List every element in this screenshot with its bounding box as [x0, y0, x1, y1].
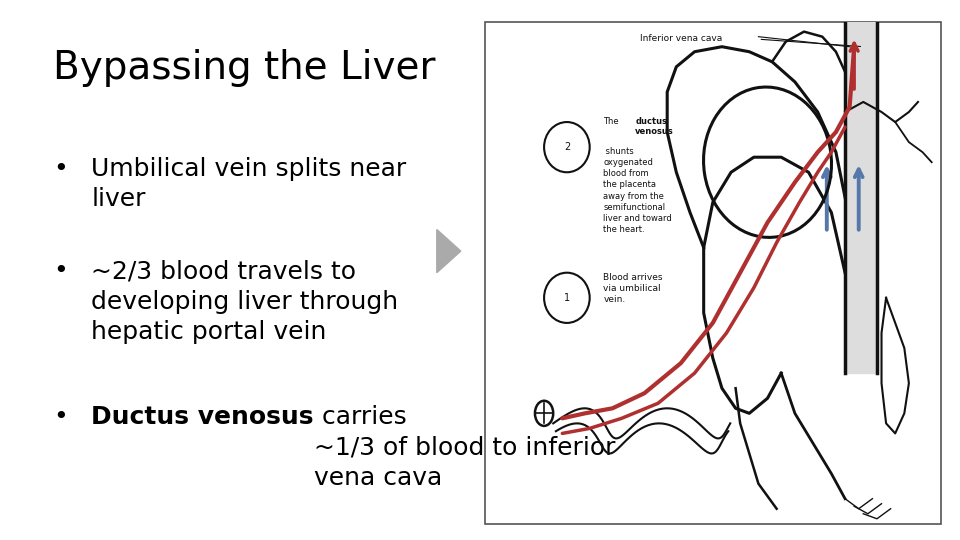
Text: Blood arrives
via umbilical
vein.: Blood arrives via umbilical vein.	[604, 273, 662, 304]
Text: ~2/3 blood travels to
developing liver through
hepatic portal vein: ~2/3 blood travels to developing liver t…	[91, 259, 398, 345]
Circle shape	[544, 273, 589, 323]
Text: ductus
venosus: ductus venosus	[636, 117, 674, 137]
Ellipse shape	[535, 401, 553, 426]
Text: 2: 2	[564, 142, 570, 152]
Text: Umbilical vein splits near
liver: Umbilical vein splits near liver	[91, 157, 406, 211]
Text: Bypassing the Liver: Bypassing the Liver	[53, 49, 435, 86]
Polygon shape	[437, 230, 461, 273]
Text: Inferior vena cava: Inferior vena cava	[639, 34, 722, 43]
Text: 1: 1	[564, 293, 570, 303]
Text: •: •	[53, 157, 67, 180]
Text: •: •	[53, 405, 67, 429]
Text: carries
~1/3 of blood to inferior
vena cava: carries ~1/3 of blood to inferior vena c…	[314, 405, 615, 490]
Text: Ductus venosus: Ductus venosus	[91, 405, 314, 429]
Circle shape	[544, 122, 589, 172]
Text: shunts
oxygenated
blood from
the placenta
away from the
semifunctional
liver and: shunts oxygenated blood from the placent…	[604, 147, 672, 234]
Bar	[485, 22, 941, 524]
Text: •: •	[53, 259, 67, 283]
Text: The: The	[604, 117, 622, 126]
